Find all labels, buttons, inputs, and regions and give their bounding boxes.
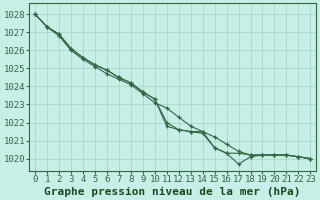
- X-axis label: Graphe pression niveau de la mer (hPa): Graphe pression niveau de la mer (hPa): [44, 186, 301, 197]
